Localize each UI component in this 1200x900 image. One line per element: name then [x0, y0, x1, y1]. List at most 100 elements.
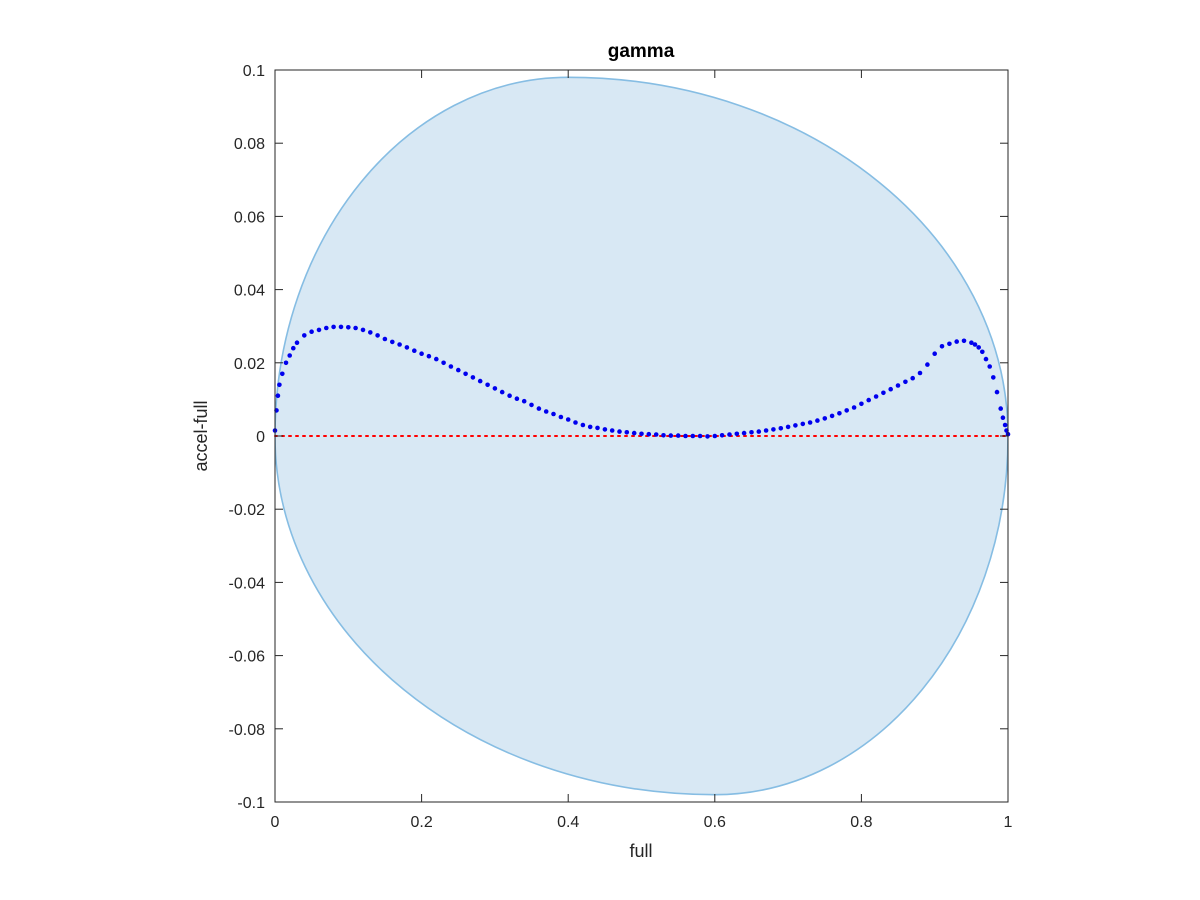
data-point: [815, 418, 820, 423]
y-tick-label: -0.06: [229, 649, 266, 666]
data-point: [426, 353, 432, 359]
data-point: [277, 382, 282, 388]
data-point: [287, 353, 293, 358]
data-point: [851, 405, 857, 410]
data-point: [499, 389, 505, 395]
data-point: [771, 427, 776, 432]
data-point: [829, 413, 835, 419]
data-point: [661, 433, 666, 438]
data-point: [763, 428, 769, 433]
x-tick-label: 1: [1004, 814, 1013, 831]
data-point: [947, 341, 952, 347]
data-point: [683, 433, 688, 439]
data-point: [419, 351, 424, 357]
data-point: [448, 364, 454, 369]
data-point: [895, 383, 901, 388]
data-point: [987, 364, 992, 369]
x-tick-label: 0.8: [850, 814, 872, 831]
x-tick-label: 0.4: [557, 814, 579, 831]
data-point: [463, 371, 468, 377]
data-point: [573, 420, 578, 425]
data-point: [807, 420, 813, 425]
data-point: [617, 429, 622, 434]
data-point: [785, 424, 791, 430]
y-tick-label: -0.04: [229, 575, 266, 592]
data-point: [778, 426, 784, 431]
data-point: [543, 409, 549, 414]
data-point: [609, 428, 615, 433]
data-point: [690, 433, 696, 439]
data-point: [346, 325, 351, 330]
data-point: [316, 327, 322, 333]
data-point: [969, 340, 974, 346]
data-point: [302, 333, 307, 338]
data-point: [998, 406, 1003, 411]
data-point: [697, 433, 703, 439]
data-point: [712, 433, 718, 439]
data-point: [859, 401, 864, 407]
y-tick-label: -0.02: [229, 502, 266, 519]
y-tick-label: 0.1: [243, 63, 265, 80]
data-point: [294, 340, 300, 346]
data-point: [441, 360, 446, 366]
data-point: [925, 362, 930, 367]
data-point: [741, 430, 747, 436]
data-point: [932, 351, 937, 357]
data-point: [353, 325, 358, 331]
data-point: [994, 389, 1000, 395]
data-point: [910, 375, 915, 381]
data-point: [390, 339, 395, 345]
x-tick-label: 0: [271, 814, 280, 831]
data-point: [1000, 415, 1006, 421]
data-point: [756, 429, 762, 434]
data-point: [961, 338, 967, 344]
data-point: [368, 330, 373, 335]
data-point: [624, 430, 630, 435]
data-point: [412, 348, 417, 354]
data-point: [485, 382, 490, 388]
data-point: [646, 431, 652, 437]
data-point: [873, 394, 879, 399]
data-point: [536, 406, 542, 411]
data-point: [382, 336, 388, 342]
data-point: [324, 325, 329, 331]
data-point: [514, 396, 520, 402]
plot-area: 0 0.2 0.4 0.6 0.8 1 -0.1 -0.08 -0.06 -0.04 -0.02 0 0…: [229, 63, 1013, 831]
chart-title: gamma: [608, 41, 675, 62]
data-point: [844, 408, 849, 413]
data-point: [283, 360, 289, 366]
data-point: [595, 425, 600, 431]
data-point: [580, 422, 586, 428]
data-point: [507, 393, 512, 399]
data-point: [1002, 422, 1008, 428]
data-point: [375, 333, 380, 338]
data-point: [976, 345, 981, 350]
y-tick-label: 0.02: [234, 356, 265, 373]
data-point: [470, 375, 476, 380]
data-point: [602, 427, 608, 432]
data-point: [668, 433, 674, 438]
y-tick-label: -0.08: [229, 722, 266, 739]
data-point: [837, 411, 842, 416]
data-point: [991, 375, 996, 380]
data-point: [456, 367, 461, 373]
data-point: [529, 402, 534, 408]
y-tick-label: -0.1: [237, 795, 265, 812]
data-point: [800, 421, 806, 427]
data-point: [291, 345, 296, 351]
data-point: [917, 370, 923, 376]
data-point: [631, 430, 637, 436]
data-point: [793, 423, 798, 428]
y-tick-label: 0.08: [234, 136, 265, 153]
data-point: [939, 344, 945, 349]
data-point: [983, 356, 989, 362]
data-point: [565, 417, 571, 422]
data-point: [734, 431, 740, 437]
y-tick-label: 0.06: [234, 209, 265, 226]
data-point: [888, 386, 893, 392]
y-axis-label: accel-full: [191, 400, 211, 471]
data-point: [551, 411, 556, 417]
data-point: [587, 424, 593, 430]
data-point: [903, 379, 908, 385]
